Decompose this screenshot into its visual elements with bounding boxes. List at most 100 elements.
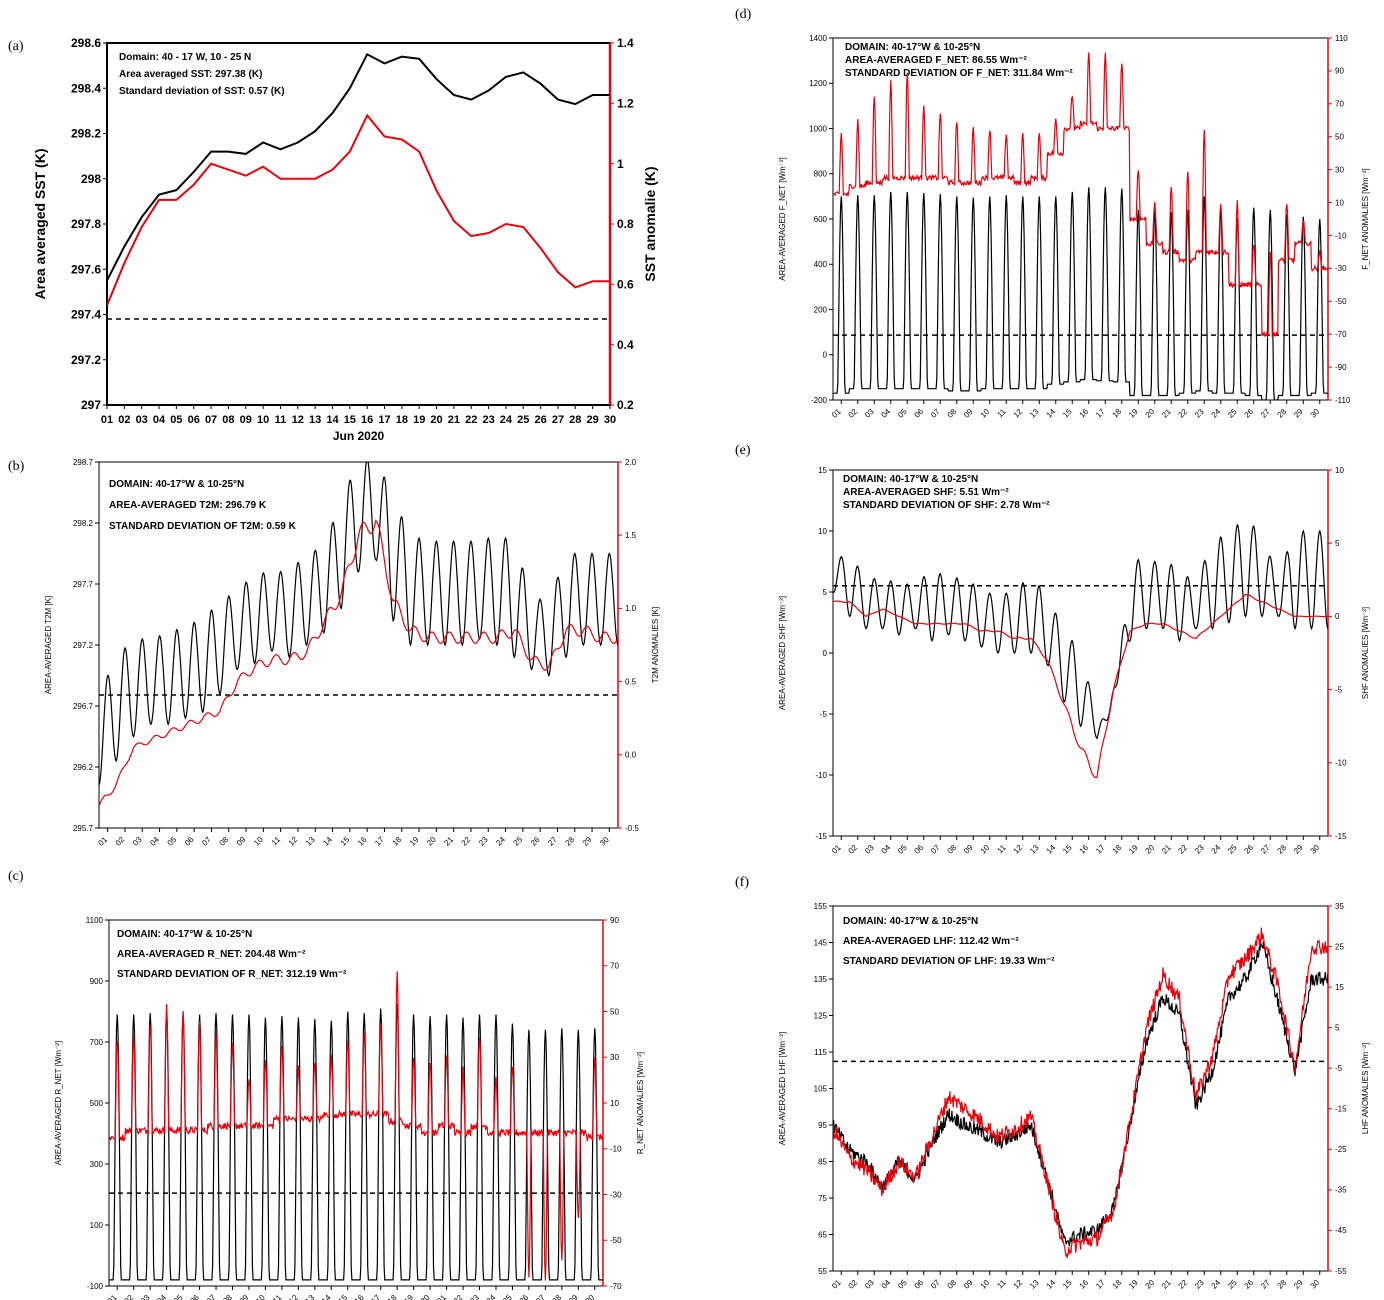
y-tick-label: 297 xyxy=(81,398,101,412)
main-series-line xyxy=(99,462,618,786)
y-right-tick-label: 70 xyxy=(610,962,619,971)
y-right-tick-label: 90 xyxy=(1335,67,1344,76)
x-tick-label: 28 xyxy=(1276,407,1289,420)
y-axis-label: Area averaged SST (K) xyxy=(32,149,48,300)
x-tick-label: 08 xyxy=(946,843,959,856)
x-tick-label: 04 xyxy=(148,835,161,848)
y-right-tick-label: -90 xyxy=(1335,363,1347,372)
y-tick-label: 115 xyxy=(814,1048,827,1057)
x-tick-label: 24 xyxy=(485,1293,498,1300)
y-right-tick-label: -55 xyxy=(1335,1267,1347,1276)
y-axis-label: AREA-AVERAGED R_NET [Wm⁻²] xyxy=(54,1041,63,1165)
panel-label: (f) xyxy=(735,875,749,890)
x-tick-label: 04 xyxy=(880,407,893,420)
x-tick-label: 28 xyxy=(1276,843,1289,856)
x-tick-label: 23 xyxy=(1193,843,1206,856)
x-tick-label: 05 xyxy=(170,414,182,426)
x-tick-label: 12 xyxy=(287,1293,300,1300)
x-tick-label: 08 xyxy=(946,1278,959,1291)
x-tick-label: 30 xyxy=(1309,407,1322,420)
x-tick-label: 23 xyxy=(477,835,490,848)
y-right-tick-label: 0.6 xyxy=(617,278,634,292)
y-right-tick-label: 110 xyxy=(1335,34,1348,43)
x-tick-label: 05 xyxy=(166,835,179,848)
y-tick-label: 75 xyxy=(818,1194,827,1203)
x-tick-label: 27 xyxy=(552,414,564,426)
x-tick-label: 09 xyxy=(238,1293,251,1300)
chart-panel: (c) -100 100 300 500 700 900 1100 -70 -50 -30 -10 10… xyxy=(8,869,645,1300)
x-tick-label: 28 xyxy=(1276,1278,1289,1291)
x-tick-label: 04 xyxy=(880,843,893,856)
y-right-tick-label: 0.8 xyxy=(617,217,634,231)
annotation-text: STANDARD DEVIATION OF SHF: 2.78 Wm⁻² xyxy=(843,500,1050,511)
x-tick-label: 25 xyxy=(517,414,529,426)
x-tick-label: 16 xyxy=(1078,1278,1091,1291)
annotation-text: Area averaged SST: 297.38 (K) xyxy=(119,69,262,80)
x-tick-label: 09 xyxy=(962,843,975,856)
y-tick-label: 298.2 xyxy=(71,127,101,141)
x-tick-label: 04 xyxy=(880,1278,893,1291)
x-tick-label: 14 xyxy=(321,835,334,848)
y-right-tick-label: 10 xyxy=(1335,466,1344,475)
x-tick-label: 18 xyxy=(1111,1278,1124,1291)
x-tick-label: 19 xyxy=(1127,1278,1140,1291)
x-tick-label: 16 xyxy=(353,1293,366,1300)
y-right-tick-label: 10 xyxy=(1335,198,1344,207)
y-tick-label: -5 xyxy=(820,710,828,719)
x-tick-label: 26 xyxy=(1243,843,1256,856)
y-tick-label: 15 xyxy=(818,466,827,475)
x-tick-label: 19 xyxy=(1127,407,1140,420)
x-tick-label: 27 xyxy=(546,835,559,848)
anomaly-series-line xyxy=(833,52,1328,339)
x-tick-label: 01 xyxy=(830,407,843,420)
x-tick-label: 20 xyxy=(419,1293,432,1300)
y-tick-label: 65 xyxy=(818,1230,827,1239)
x-tick-label: 23 xyxy=(482,414,494,426)
x-tick-label: 10 xyxy=(979,407,992,420)
x-tick-label: 01 xyxy=(830,843,843,856)
annotation-text: DOMAIN: 40-17°W & 10-25°N xyxy=(109,479,244,490)
x-tick-label: 22 xyxy=(1177,407,1190,420)
x-tick-label: 24 xyxy=(1210,1278,1223,1291)
x-tick-label: 30 xyxy=(1309,1278,1322,1291)
y-right-tick-label: 0.5 xyxy=(625,677,637,686)
x-tick-label: 23 xyxy=(1193,407,1206,420)
x-tick-label: 11 xyxy=(270,835,283,848)
x-tick-label: 06 xyxy=(913,1278,926,1291)
y-right-tick-label: -70 xyxy=(610,1282,622,1291)
x-tick-label: 26 xyxy=(534,414,546,426)
y-right-tick-label: -50 xyxy=(610,1236,622,1245)
y-right-tick-label: 25 xyxy=(1335,942,1344,951)
x-tick-label: 21 xyxy=(435,1293,448,1300)
y-right-tick-label: -15 xyxy=(1335,832,1347,841)
x-tick-label: 13 xyxy=(1028,1278,1041,1291)
y-tick-label: 297.4 xyxy=(71,308,101,322)
y-right-tick-label: 5 xyxy=(1335,539,1340,548)
y-tick-label: 298.7 xyxy=(73,458,94,467)
y-right-axis-label: T2M ANOMALIES [K] xyxy=(651,607,660,683)
y-right-tick-label: -5 xyxy=(1335,1064,1343,1073)
y-right-tick-label: -5 xyxy=(1335,685,1343,694)
annotation-text: STANDARD DEVIATION OF F_NET: 311.84 Wm⁻² xyxy=(845,68,1073,79)
x-tick-label: 02 xyxy=(118,414,130,426)
x-tick-label: 15 xyxy=(1061,1278,1074,1291)
x-tick-label: 25 xyxy=(501,1293,514,1300)
x-tick-label: 05 xyxy=(896,1278,909,1291)
y-right-tick-label: -10 xyxy=(1335,759,1347,768)
y-right-tick-label: -30 xyxy=(610,1190,622,1199)
anomaly-series-line xyxy=(833,593,1328,779)
x-tick-label: 23 xyxy=(468,1293,481,1300)
annotation-text: Domain: 40 - 17 W, 10 - 25 N xyxy=(119,52,251,63)
x-tick-label: 11 xyxy=(995,407,1008,420)
y-tick-label: 500 xyxy=(90,1099,104,1108)
x-tick-label: 07 xyxy=(929,407,942,420)
x-tick-label: 26 xyxy=(518,1293,531,1300)
x-tick-label: 28 xyxy=(564,835,577,848)
x-tick-label: 02 xyxy=(847,843,860,856)
y-tick-label: 800 xyxy=(814,170,828,179)
x-tick-label: 16 xyxy=(356,835,369,848)
y-axis-label: AREA-AVERAGED SHF [Wm⁻²] xyxy=(778,596,787,710)
x-tick-label: 09 xyxy=(962,407,975,420)
x-tick-label: 21 xyxy=(448,414,460,426)
y-right-tick-label: -0.5 xyxy=(625,824,639,833)
